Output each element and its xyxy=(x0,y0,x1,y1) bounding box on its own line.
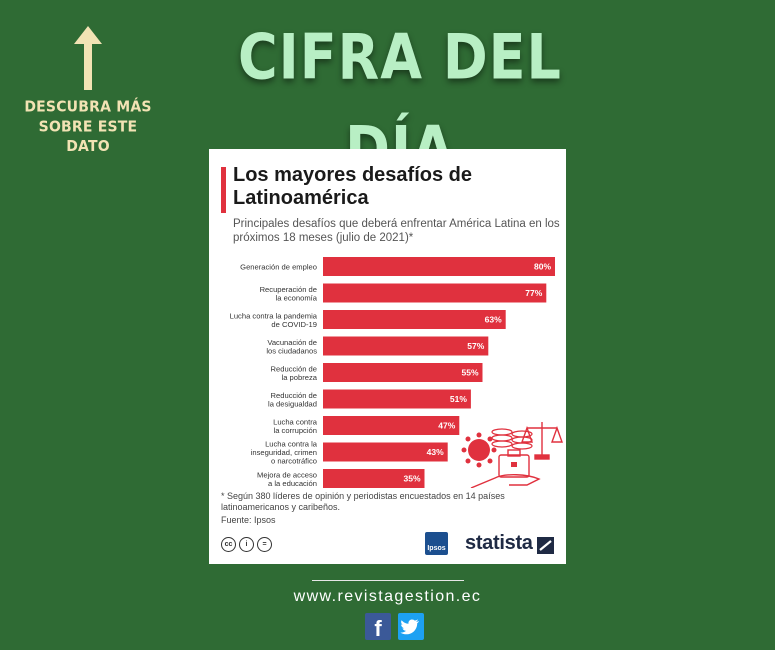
infographic-card: Los mayores desafíos de Latinoamérica Pr… xyxy=(209,149,566,564)
balance-scale-icon xyxy=(521,422,563,460)
category-label: Reducción de la pobreza xyxy=(271,364,318,382)
bar-5 xyxy=(323,363,483,382)
facebook-icon[interactable]: f xyxy=(365,613,391,641)
bar-6 xyxy=(323,389,471,409)
bar-value-label: 51% xyxy=(450,394,467,404)
decor-illustration xyxy=(461,422,563,488)
website-link[interactable]: www.revistagestion.ec xyxy=(293,588,482,605)
no-derivatives-icon: = xyxy=(257,537,272,552)
category-label: Lucha contra la pandemia de COVID-19 xyxy=(230,311,318,329)
bar-value-label: 35% xyxy=(403,474,420,484)
bar-2 xyxy=(323,283,547,303)
category-label: Vacunación de los ciudadanos xyxy=(266,338,317,356)
bar-8 xyxy=(323,442,448,462)
chart-subtitle: Principales desafíos que deberá enfrenta… xyxy=(233,218,560,244)
category-label: Lucha contra la corrupción xyxy=(273,417,318,435)
ipsos-logo: Ipsos xyxy=(425,532,448,555)
bar-4 xyxy=(323,336,489,356)
twitter-icon[interactable] xyxy=(398,613,424,640)
category-label: Reducción de la desigualdad xyxy=(268,391,317,409)
bar-value-label: 43% xyxy=(427,447,444,457)
open-hand-icon xyxy=(470,474,541,488)
bar-7 xyxy=(323,416,460,435)
footnote: * Según 380 líderes de opinión y periodi… xyxy=(221,491,505,512)
category-label: Generación de empleo xyxy=(240,263,317,272)
virus-icon xyxy=(461,432,497,468)
category-label: Lucha contra la inseguridad, crimen o narc… xyxy=(251,440,318,466)
bar-value-label: 80% xyxy=(534,262,551,272)
bar-chart: 80% Generación de empleo 77% Recuperación d… xyxy=(230,257,563,488)
bar-value-label: 55% xyxy=(461,368,478,378)
bar-value-label: 77% xyxy=(525,288,542,298)
statista-brand: statista xyxy=(465,532,533,554)
attribution-icon: i xyxy=(239,537,254,552)
cc-icon: cc xyxy=(221,537,236,552)
bar-value-label: 47% xyxy=(438,421,455,431)
side-note[interactable]: DESCUBRA MÁS SOBRE ESTE DATO xyxy=(24,98,152,156)
license-icons: cc i = xyxy=(221,537,272,552)
footer-divider xyxy=(312,580,464,581)
bar-3 xyxy=(323,310,506,329)
statista-logo-icon xyxy=(537,537,554,554)
category-label: Mejora de acceso a la educación xyxy=(257,470,317,488)
briefcase-icon xyxy=(498,449,530,478)
title-accent-bar xyxy=(221,167,226,213)
bar-value-label: 63% xyxy=(485,315,502,325)
category-label: Recuperación de la economía xyxy=(260,285,318,303)
up-arrow-icon[interactable] xyxy=(72,24,104,92)
source-text: Fuente: Ipsos xyxy=(221,515,276,525)
bar-9 xyxy=(323,469,425,488)
chart-title: Los mayores desafíos de Latinoamérica xyxy=(233,164,472,209)
bar-1 xyxy=(323,257,555,276)
bar-value-label: 57% xyxy=(467,341,484,351)
